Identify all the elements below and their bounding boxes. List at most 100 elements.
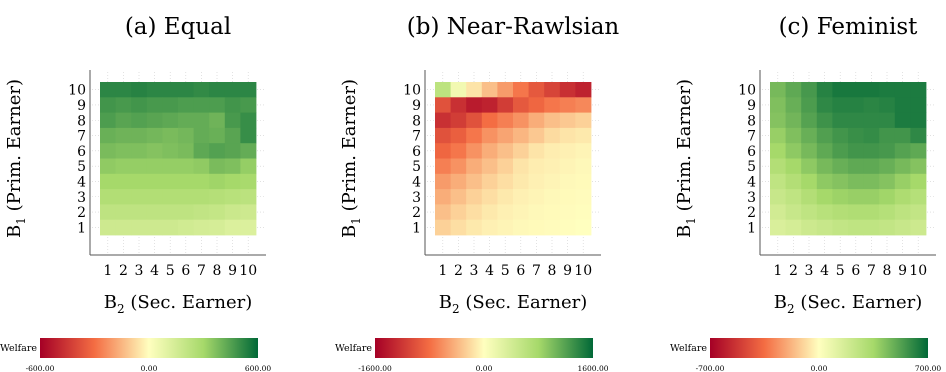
- heatmap-cell: [544, 189, 561, 205]
- heatmap-cell: [848, 173, 864, 190]
- heatmap-cell: [879, 82, 896, 98]
- heatmap-cell: [466, 204, 483, 221]
- heatmap-cell: [240, 158, 257, 175]
- y-tick-label: 8: [77, 113, 86, 129]
- heatmap-cell: [801, 127, 818, 144]
- heatmap-cell: [879, 189, 896, 205]
- heatmap-cell: [240, 219, 257, 236]
- heatmap-cell: [178, 82, 194, 98]
- heatmap-cell: [559, 143, 576, 159]
- heatmap-cell: [497, 112, 514, 129]
- heatmap-cell: [544, 204, 561, 221]
- colorbar: [40, 338, 258, 358]
- y-tick-label: 6: [747, 144, 756, 160]
- heatmap-cell: [497, 97, 514, 113]
- heatmap-cell: [832, 219, 849, 236]
- y-tick-label: 3: [747, 190, 756, 206]
- heatmap-cell: [162, 173, 179, 190]
- heatmap-cell: [832, 189, 849, 205]
- heatmap-cell: [193, 97, 210, 113]
- heatmap-cell: [848, 204, 864, 221]
- heatmap-cell: [466, 112, 483, 129]
- heatmap-cell: [801, 112, 818, 129]
- heatmap-cell: [481, 112, 498, 129]
- heatmap-cell: [528, 219, 545, 236]
- heatmap-cell: [863, 204, 880, 221]
- heatmap-cell: [575, 173, 592, 190]
- heatmap-cell: [544, 219, 561, 236]
- heatmap-cell: [162, 127, 179, 144]
- colorbar-tick-label: 1600.00: [577, 364, 608, 372]
- heatmap-cell: [100, 82, 116, 98]
- heatmap-cell: [770, 189, 786, 205]
- heatmap-cell: [435, 204, 451, 221]
- y-tick-label: 2: [77, 205, 86, 221]
- heatmap-cell: [224, 112, 241, 129]
- heatmap-cell: [146, 143, 163, 159]
- heatmap-cell: [879, 143, 896, 159]
- heatmap-cell: [832, 97, 849, 113]
- panel-title: (c) Feminist: [779, 14, 919, 40]
- heatmap-cell: [100, 189, 116, 205]
- heatmap-cell: [785, 127, 802, 144]
- heatmap-cell: [178, 97, 194, 113]
- heatmap-cell: [178, 143, 194, 159]
- heatmap-cell: [544, 143, 561, 159]
- heatmap-cell: [100, 127, 116, 144]
- heatmap-cell: [894, 82, 911, 98]
- heatmap-cell: [785, 97, 802, 113]
- heatmap-cell: [450, 158, 467, 175]
- heatmap-cell: [879, 112, 896, 129]
- heatmap-cell: [209, 204, 226, 221]
- heatmap-cell: [894, 204, 911, 221]
- heatmap-cell: [100, 204, 116, 221]
- heatmap-cell: [193, 189, 210, 205]
- heatmap-cell: [894, 127, 911, 144]
- x-tick-label: 3: [135, 263, 144, 279]
- colorbar-tick-label: -700.00: [696, 364, 725, 372]
- heatmap-cell: [481, 219, 498, 236]
- heatmap-cell: [466, 189, 483, 205]
- y-tick-label: 10: [68, 83, 86, 99]
- heatmap-cell: [910, 112, 927, 129]
- heatmap-cell: [785, 143, 802, 159]
- heatmap-cell: [162, 158, 179, 175]
- heatmap-cell: [224, 189, 241, 205]
- heatmap-cell: [209, 219, 226, 236]
- heatmap-cell: [575, 112, 592, 129]
- heatmap-cell: [863, 143, 880, 159]
- heatmap-cell: [910, 173, 927, 190]
- heatmap-cell: [528, 127, 545, 144]
- heatmap-cell: [435, 189, 451, 205]
- y-tick-label: 9: [412, 98, 421, 114]
- heatmap-cell: [863, 97, 880, 113]
- heatmap-cell: [224, 143, 241, 159]
- y-tick-label: 2: [747, 205, 756, 221]
- heatmap-cell: [528, 158, 545, 175]
- x-tick-label: 2: [454, 263, 463, 279]
- heatmap-cell: [785, 82, 802, 98]
- heatmap-cell: [544, 173, 561, 190]
- heatmap-cell: [146, 127, 163, 144]
- heatmap-cell: [559, 204, 576, 221]
- heatmap-cell: [559, 158, 576, 175]
- heatmap-cell: [466, 82, 483, 98]
- heatmap-cell: [115, 127, 132, 144]
- heatmap-cell: [497, 158, 514, 175]
- heatmap-cell: [193, 112, 210, 129]
- heatmap-cell: [513, 173, 529, 190]
- heatmap-cell: [481, 127, 498, 144]
- heatmap-cell: [544, 112, 561, 129]
- heatmap-cell: [816, 158, 833, 175]
- heatmap-cell: [910, 219, 927, 236]
- heatmap-cell: [863, 219, 880, 236]
- x-tick-label: 10: [909, 263, 927, 279]
- heatmap-cell: [115, 143, 132, 159]
- heatmap-cell: [910, 158, 927, 175]
- heatmap-cell: [131, 204, 148, 221]
- y-tick-label: 8: [747, 113, 756, 129]
- x-axis-label: B2 (Sec. Earner): [104, 292, 252, 316]
- heatmap-cell: [224, 82, 241, 98]
- heatmap-cell: [162, 189, 179, 205]
